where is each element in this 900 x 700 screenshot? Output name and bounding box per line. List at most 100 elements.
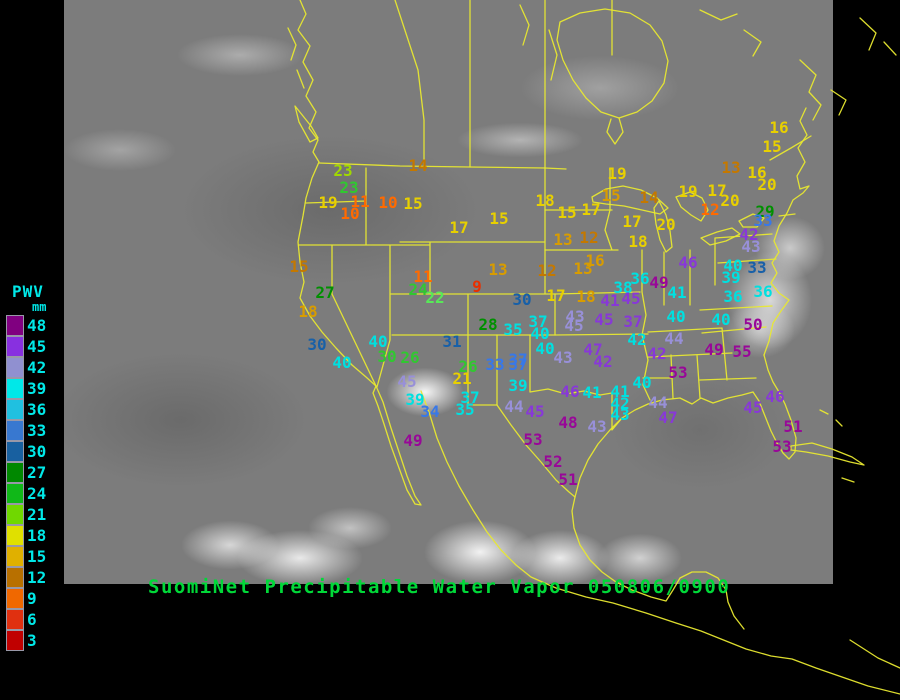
station-pwv-value: 49 (704, 340, 724, 359)
station-pwv-value: 39 (721, 268, 741, 287)
bc-coast-islands (287, 27, 319, 143)
station-pwv-value: 15 (762, 137, 782, 156)
station-pwv-value: 18 (628, 232, 648, 251)
legend-entry: 33 (6, 420, 46, 441)
station-pwv-value: 49 (649, 273, 669, 292)
station-pwv-value: 40 (535, 339, 555, 358)
legend-value-label: 27 (27, 463, 47, 482)
station-pwv-value: 10 (340, 204, 360, 223)
station-pwv-value: 13 (721, 158, 741, 177)
station-pwv-value: 36 (723, 287, 743, 306)
legend-title: PWV (12, 282, 44, 301)
station-pwv-value: 12 (579, 228, 599, 247)
legend-color-swatch (6, 483, 24, 504)
station-pwv-value: 53 (772, 437, 792, 456)
station-pwv-value: 43 (565, 307, 585, 326)
station-pwv-value: 37 (623, 312, 643, 331)
legend-color-swatch (6, 525, 24, 546)
legend-entry: 39 (6, 378, 46, 399)
station-pwv-value: 46 (765, 387, 785, 406)
legend-entry: 15 (6, 546, 46, 567)
station-pwv-value: 41 (610, 382, 630, 401)
legend-entry: 9 (6, 588, 46, 609)
station-pwv-value: 14 (639, 188, 659, 207)
station-pwv-value: 17 (622, 212, 642, 231)
station-pwv-value: 11 (350, 192, 370, 211)
station-pwv-value: 53 (668, 363, 688, 382)
station-pwv-value: 17 (546, 286, 566, 305)
station-pwv-value: 16 (747, 163, 767, 182)
legend-unit: mm (32, 300, 47, 314)
station-pwv-value: 17 (449, 218, 469, 237)
station-pwv-value: 40 (666, 307, 686, 326)
station-pwv-value: 42 (593, 352, 613, 371)
station-pwv-value: 42 (647, 344, 667, 363)
station-pwv-value: 45 (564, 316, 584, 335)
station-pwv-value: 18 (535, 191, 555, 210)
station-pwv-value: 45 (621, 289, 641, 308)
station-pwv-value: 15 (403, 194, 423, 213)
station-pwv-value: 15 (289, 257, 309, 276)
station-pwv-value: 16 (769, 118, 789, 137)
station-pwv-value: 33 (747, 258, 767, 277)
long-island (778, 213, 796, 217)
pwv-legend: PWV mm 48 45 42 39 36 33 30 27 24 21 18 15 12 9 6 3 (6, 282, 46, 651)
station-pwv-value: 28 (478, 315, 498, 334)
legend-color-swatch (6, 378, 24, 399)
station-pwv-value: 42 (610, 394, 630, 413)
legend-value-label: 9 (27, 589, 37, 608)
station-pwv-value: 23 (333, 161, 353, 180)
legend-entry: 24 (6, 483, 46, 504)
legend-color-swatch (6, 315, 24, 336)
cuba-islands (790, 409, 900, 669)
coastline-gulf (574, 391, 754, 498)
station-pwv-value: 37 (508, 350, 528, 369)
legend-value-label: 30 (27, 442, 47, 461)
station-pwv-value: 34 (420, 402, 440, 421)
station-pwv-value: 44 (664, 329, 684, 348)
station-pwv-value: 41 (582, 383, 602, 402)
arctic-canada (519, 4, 762, 81)
station-pwv-value: 19 (318, 193, 338, 212)
station-pwv-value: 36 (630, 269, 650, 288)
satellite-image (64, 0, 833, 584)
legend-value-label: 48 (27, 316, 47, 335)
station-pwv-value: 15 (601, 186, 621, 205)
borders-east (642, 233, 777, 399)
legend-entry: 6 (6, 609, 46, 630)
station-pwv-value: 51 (558, 470, 578, 489)
station-pwv-value: 40 (368, 332, 388, 351)
station-pwv-value: 13 (553, 230, 573, 249)
station-pwv-value: 44 (504, 397, 524, 416)
station-pwv-value: 44 (648, 393, 668, 412)
station-pwv-value: 40 (723, 256, 743, 275)
legend-entry: 36 (6, 399, 46, 420)
legend-color-swatch (6, 462, 24, 483)
legend-entry: 48 (6, 315, 46, 336)
station-pwv-value: 49 (403, 431, 423, 450)
legend-color-swatch (6, 336, 24, 357)
station-pwv-value: 45 (397, 372, 417, 391)
station-pwv-value: 55 (732, 342, 752, 361)
station-pwv-value: 39 (508, 376, 528, 395)
station-pwv-value: 45 (594, 310, 614, 329)
station-pwv-value: 29 (755, 202, 775, 221)
image-title: SuomiNet Precipitable Water Vapor 050806… (148, 576, 731, 598)
station-pwv-value: 26 (400, 348, 420, 367)
legend-color-swatch (6, 357, 24, 378)
legend-color-swatch (6, 441, 24, 462)
legend-entry: 3 (6, 630, 46, 651)
station-pwv-value: 40 (332, 353, 352, 372)
station-pwv-value: 39 (405, 390, 425, 409)
station-pwv-value: 15 (557, 203, 577, 222)
station-pwv-value: 38 (613, 278, 633, 297)
station-pwv-value: 30 (377, 347, 397, 366)
station-pwv-value: 10 (378, 193, 398, 212)
legend-value-label: 42 (27, 358, 47, 377)
station-pwv-value: 24 (408, 280, 428, 299)
legend-value-label: 45 (27, 337, 47, 356)
james-bay (606, 117, 624, 145)
station-pwv-value: 43 (587, 417, 607, 436)
station-pwv-value: 37 (528, 312, 548, 331)
